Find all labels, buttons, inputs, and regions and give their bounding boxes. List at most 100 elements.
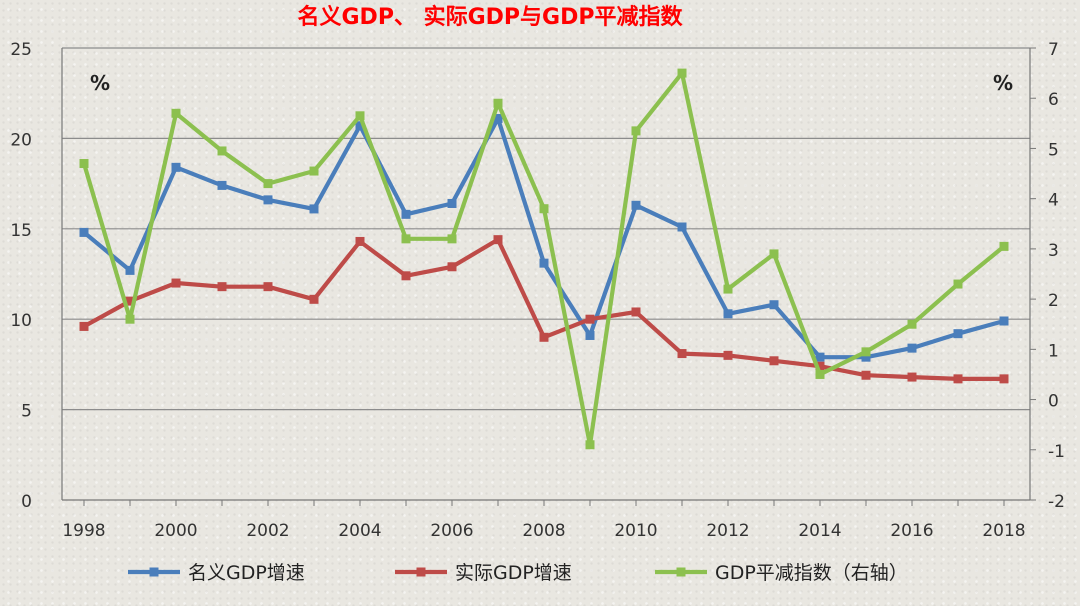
data-point — [539, 332, 549, 342]
data-point — [953, 374, 963, 384]
x-tick-label: 2014 — [798, 521, 841, 541]
y-right-tick-label: 6 — [1048, 90, 1059, 110]
data-point — [171, 108, 181, 118]
data-point — [493, 98, 503, 108]
data-point — [677, 222, 687, 232]
legend-label: GDP平减指数（右轴） — [715, 562, 908, 584]
data-point — [769, 356, 779, 366]
right-unit-label: % — [993, 71, 1013, 95]
data-point — [447, 262, 457, 272]
data-point — [401, 234, 411, 244]
data-point — [585, 314, 595, 324]
data-point — [263, 179, 273, 189]
data-point — [631, 126, 641, 136]
data-point — [171, 162, 181, 172]
y-right-tick-label: 5 — [1048, 140, 1059, 160]
y-right-tick-label: 2 — [1048, 291, 1059, 311]
x-tick-label: 2012 — [706, 521, 749, 541]
legend-label: 名义GDP增速 — [188, 562, 305, 584]
x-tick-label: 2000 — [154, 521, 197, 541]
data-point — [677, 68, 687, 78]
chart-title: 名义GDP、 实际GDP与GDP平减指数 — [298, 4, 684, 30]
data-point — [125, 314, 135, 324]
y-left-tick-label: 10 — [10, 311, 32, 331]
data-point — [861, 370, 871, 380]
data-point — [953, 329, 963, 339]
x-tick-label: 2016 — [890, 521, 933, 541]
x-tick-label: 2006 — [430, 521, 473, 541]
legend-marker — [416, 567, 426, 577]
data-point — [539, 258, 549, 268]
data-point — [79, 159, 89, 169]
data-point — [723, 350, 733, 360]
data-point — [907, 319, 917, 329]
data-point — [493, 114, 503, 124]
left-unit-label: % — [90, 71, 110, 95]
data-point — [401, 209, 411, 219]
data-point — [631, 307, 641, 317]
data-point — [79, 321, 89, 331]
data-point — [309, 204, 319, 214]
data-point — [263, 282, 273, 292]
y-right-tick-label: 7 — [1048, 40, 1059, 60]
x-tick-label: 2010 — [614, 521, 657, 541]
data-point — [815, 361, 825, 371]
y-left-tick-label: 25 — [10, 40, 32, 60]
y-left-tick-label: 15 — [10, 221, 32, 241]
data-point — [355, 111, 365, 121]
data-point — [585, 440, 595, 450]
y-right-tick-label: 1 — [1048, 341, 1059, 361]
legend-marker — [676, 567, 686, 577]
data-point — [355, 236, 365, 246]
x-tick-label: 2008 — [522, 521, 565, 541]
y-left-tick-label: 5 — [21, 402, 32, 422]
y-right-tick-label: 3 — [1048, 241, 1059, 261]
data-point — [861, 352, 871, 362]
y-right-tick-label: 4 — [1048, 191, 1059, 211]
data-point — [585, 330, 595, 340]
data-point — [493, 235, 503, 245]
data-point — [815, 369, 825, 379]
data-point — [769, 249, 779, 259]
data-point — [309, 166, 319, 176]
x-tick-label: 2004 — [338, 521, 381, 541]
data-point — [79, 227, 89, 237]
data-point — [769, 300, 779, 310]
x-tick-label: 2002 — [246, 521, 289, 541]
data-point — [355, 121, 365, 131]
data-point — [861, 347, 871, 357]
data-point — [677, 349, 687, 359]
y-right-tick-label: 0 — [1048, 392, 1059, 412]
legend-marker — [149, 567, 159, 577]
data-point — [723, 309, 733, 319]
data-point — [171, 278, 181, 288]
y-right-tick-label: -2 — [1048, 492, 1065, 512]
data-point — [217, 180, 227, 190]
data-point — [447, 234, 457, 244]
data-point — [401, 271, 411, 281]
x-tick-label: 2018 — [982, 521, 1025, 541]
x-tick-label: 1998 — [62, 521, 105, 541]
data-point — [907, 372, 917, 382]
data-point — [447, 198, 457, 208]
data-point — [217, 282, 227, 292]
data-point — [539, 204, 549, 214]
data-point — [125, 296, 135, 306]
data-point — [217, 146, 227, 156]
data-point — [631, 200, 641, 210]
y-left-tick-label: 20 — [10, 130, 32, 150]
y-left-tick-label: 0 — [21, 492, 32, 512]
data-point — [723, 284, 733, 294]
legend-label: 实际GDP增速 — [455, 562, 572, 584]
y-right-tick-label: -1 — [1048, 442, 1065, 462]
data-point — [309, 294, 319, 304]
data-point — [999, 316, 1009, 326]
data-point — [125, 265, 135, 275]
data-point — [815, 352, 825, 362]
data-point — [999, 374, 1009, 384]
data-point — [907, 343, 917, 353]
data-point — [263, 195, 273, 205]
data-point — [953, 279, 963, 289]
